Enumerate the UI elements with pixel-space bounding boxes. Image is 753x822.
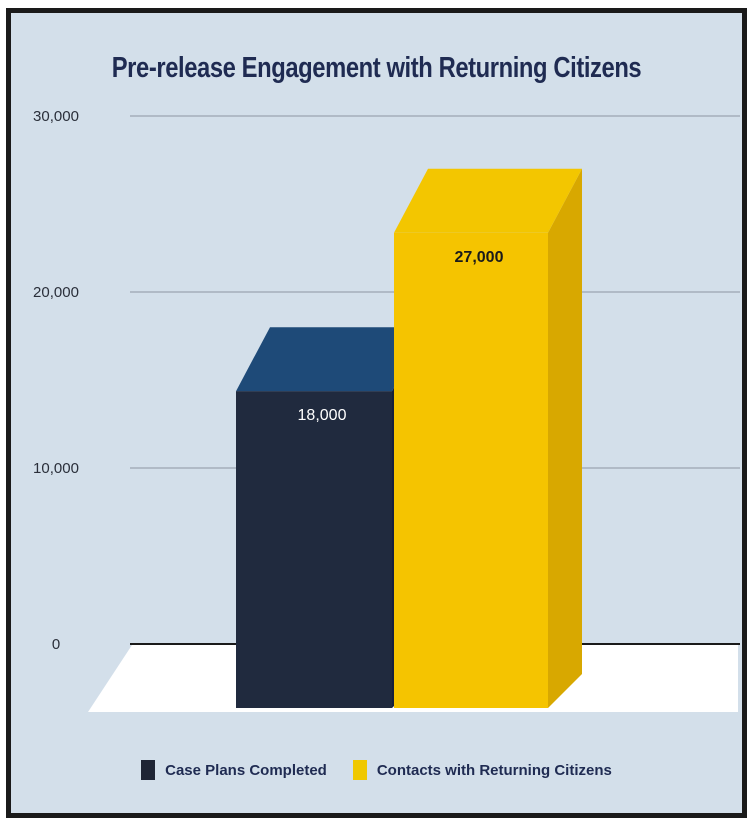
- y-tick-label: 20,000: [33, 284, 79, 301]
- legend-item-case-plans: Case Plans Completed: [141, 760, 327, 780]
- legend-swatch-case-plans: [141, 760, 156, 780]
- bar-top: [394, 168, 582, 233]
- bar-top: [236, 327, 426, 392]
- data-label: 18,000: [298, 407, 347, 424]
- legend-swatch-contacts: [352, 760, 367, 780]
- y-tick-label: 30,000: [33, 108, 79, 125]
- legend-label-case-plans: Case Plans Completed: [165, 761, 327, 779]
- legend: Case Plans Completed Contacts with Retur…: [0, 760, 753, 780]
- legend-item-contacts: Contacts with Returning Citizens: [352, 760, 612, 780]
- chart-title: Pre-release Engagement with Returning Ci…: [111, 52, 642, 84]
- y-tick-label: 10,000: [33, 460, 79, 477]
- bar: [236, 391, 392, 708]
- data-label: 27,000: [455, 249, 504, 266]
- legend-label-contacts: Contacts with Returning Citizens: [376, 761, 612, 779]
- bar: [394, 232, 548, 709]
- bar-side: [548, 168, 582, 709]
- y-tick-label: 0: [52, 636, 60, 653]
